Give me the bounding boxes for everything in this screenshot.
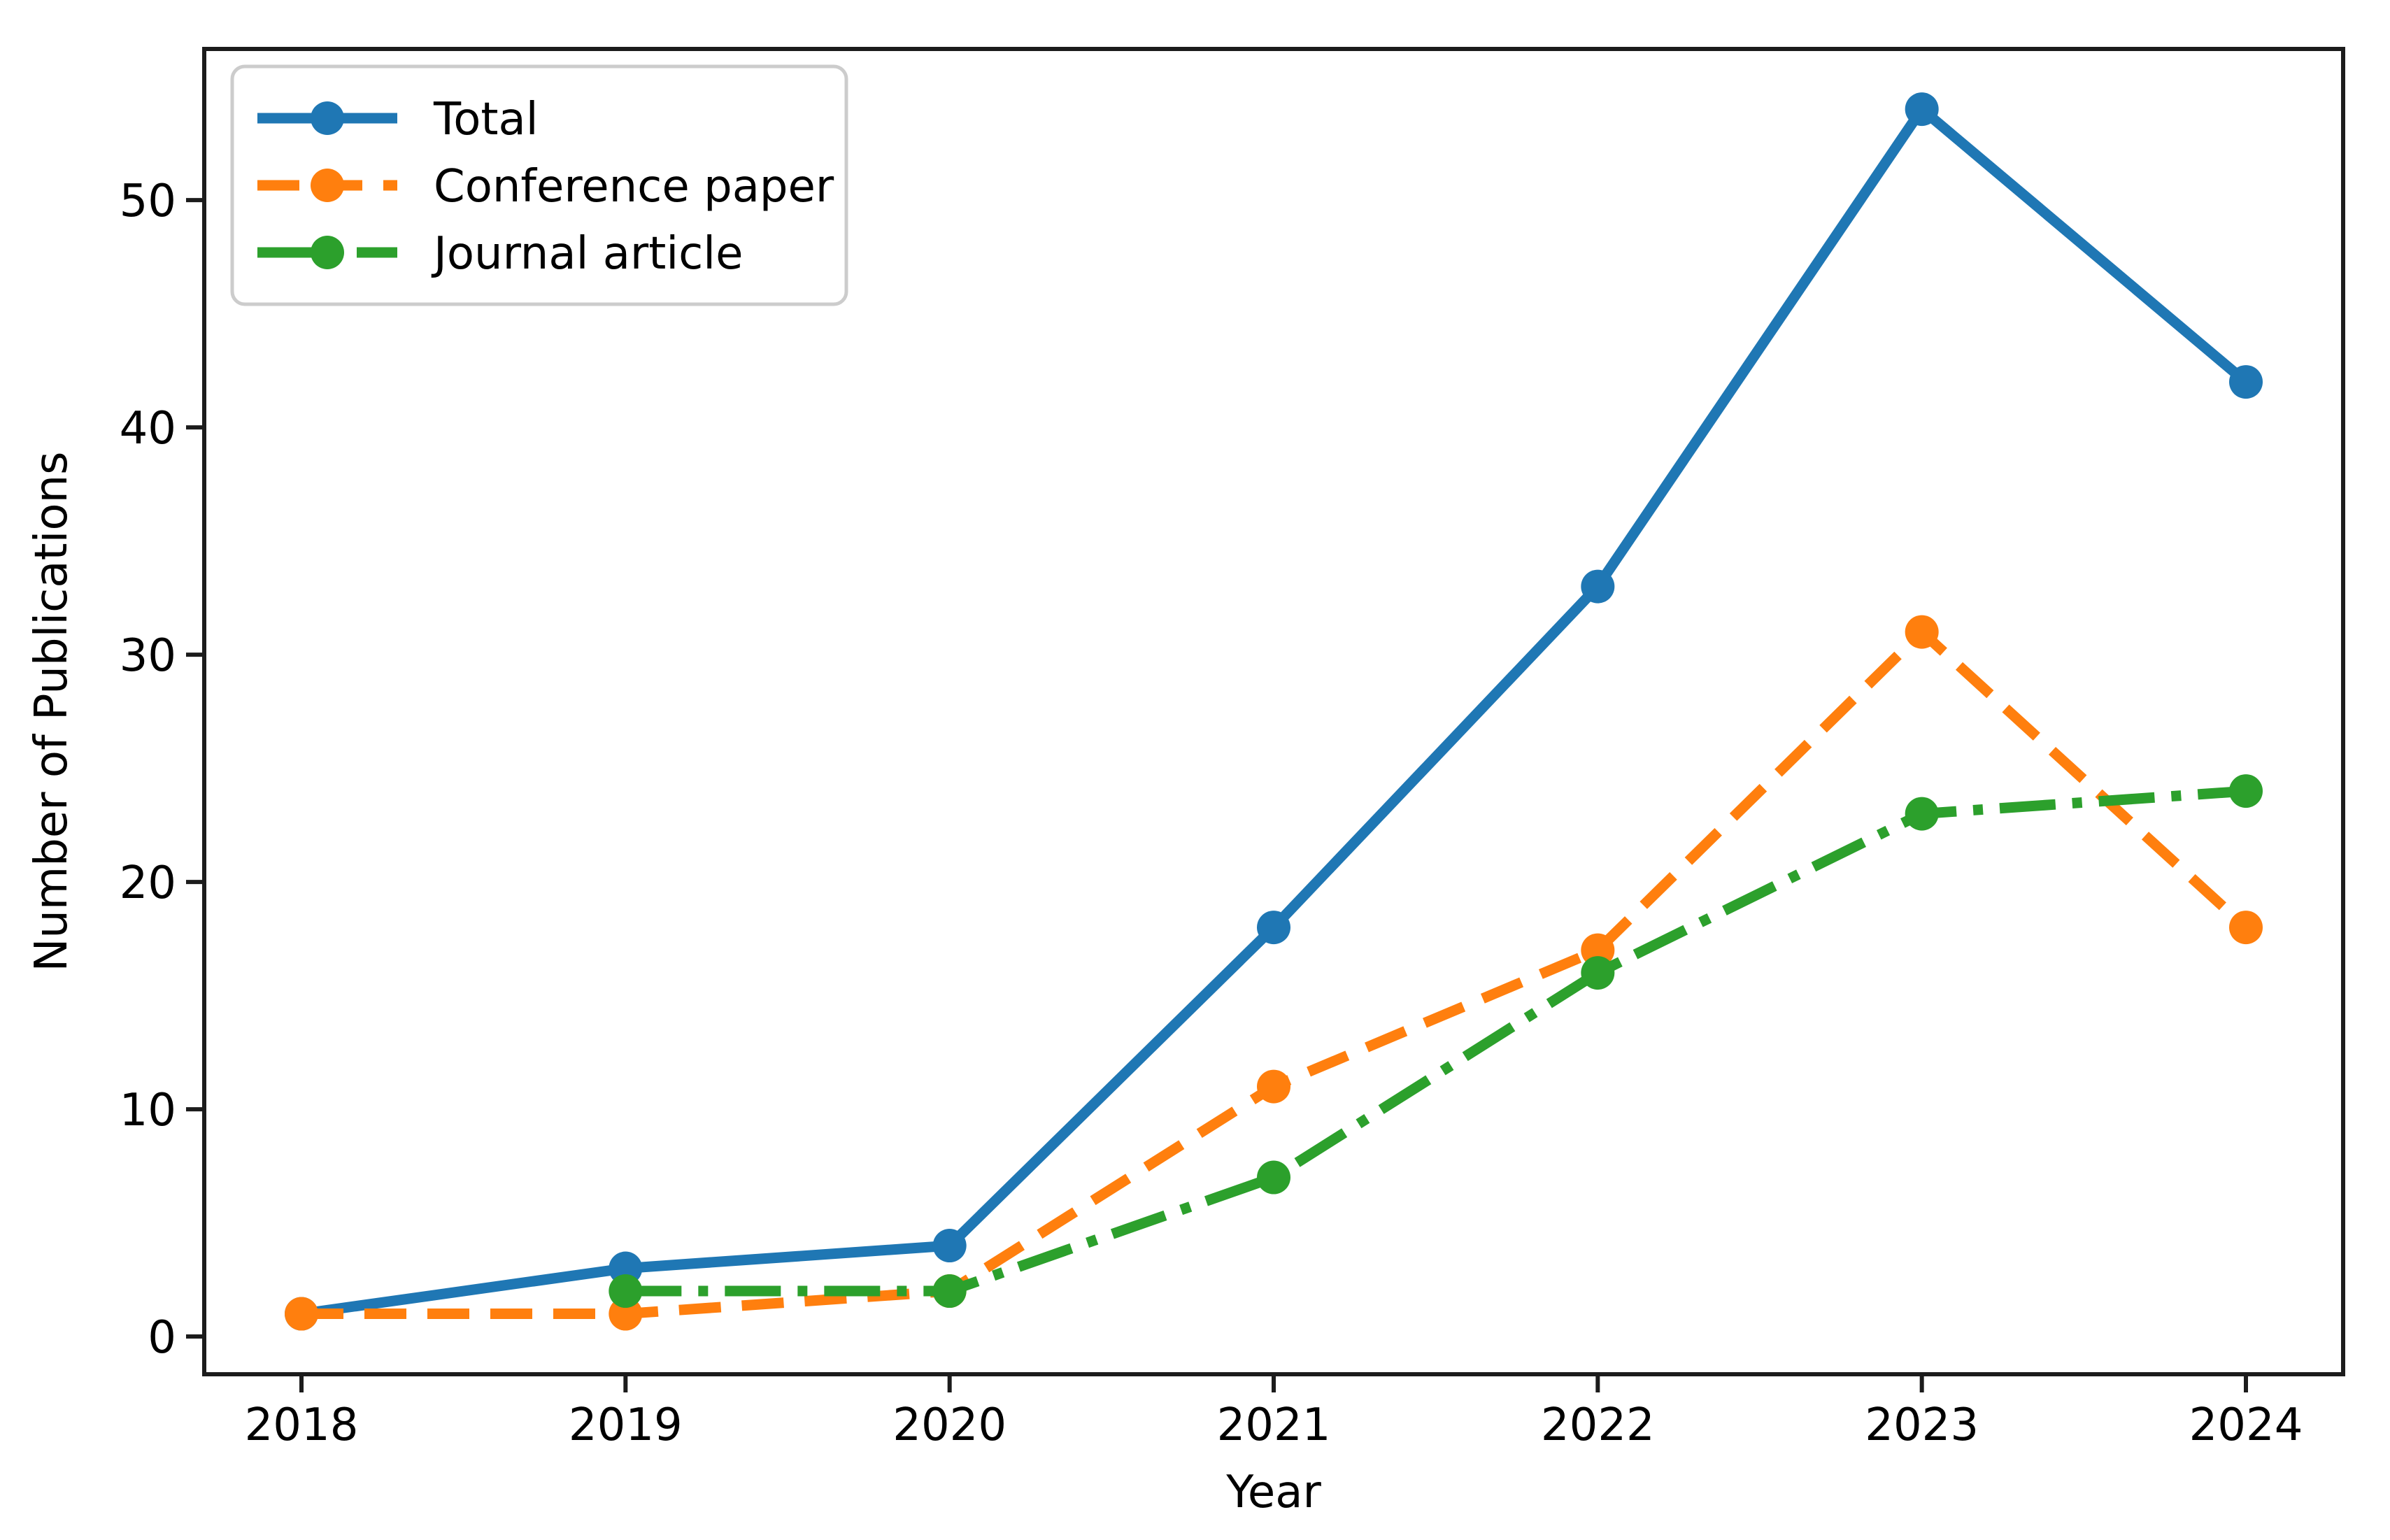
legend-item-journal-article: Journal article bbox=[257, 228, 743, 280]
legend-box bbox=[230, 64, 848, 306]
x-tick-label: 2021 bbox=[1217, 1399, 1331, 1451]
y-tick-label: 0 bbox=[148, 1312, 176, 1364]
y-tick-label: 30 bbox=[120, 630, 176, 682]
series-marker-total bbox=[1581, 569, 1615, 604]
x-tick-label: 2019 bbox=[569, 1399, 683, 1451]
series-marker-total bbox=[2229, 365, 2263, 399]
x-tick-label: 2024 bbox=[2189, 1399, 2303, 1451]
legend-item-total: Total bbox=[257, 94, 538, 145]
y-tick-label: 10 bbox=[120, 1085, 176, 1136]
y-axis-label: Number of Publications bbox=[26, 451, 78, 971]
series-marker-journal-article bbox=[1581, 956, 1615, 990]
x-axis-label: Year bbox=[1225, 1467, 1321, 1518]
legend-sample-marker-journal-article bbox=[311, 236, 344, 269]
x-tick-label: 2022 bbox=[1541, 1399, 1655, 1451]
x-tick-label: 2018 bbox=[245, 1399, 359, 1451]
series-marker-journal-article bbox=[1257, 1160, 1290, 1195]
y-tick-label: 50 bbox=[120, 176, 176, 227]
series-marker-journal-article bbox=[932, 1274, 967, 1309]
series-marker-conference-paper bbox=[2229, 911, 2263, 945]
series-marker-conference-paper bbox=[1905, 615, 1939, 649]
series-marker-journal-article bbox=[609, 1274, 643, 1309]
series-marker-journal-article bbox=[1905, 797, 1939, 831]
legend: Total Conference paper Journal article bbox=[230, 64, 848, 306]
x-tick-label: 2020 bbox=[892, 1399, 1006, 1451]
y-tick-label: 40 bbox=[120, 403, 176, 455]
legend-label-total: Total bbox=[433, 94, 538, 145]
legend-item-conference-paper: Conference paper bbox=[257, 161, 834, 213]
y-tick-label: 20 bbox=[120, 857, 176, 909]
legend-label-conference-paper: Conference paper bbox=[434, 161, 834, 213]
plot-frame bbox=[202, 47, 2345, 1376]
series-line-journal-article bbox=[625, 785, 2247, 1297]
legend-label-journal-article: Journal article bbox=[431, 228, 743, 280]
x-tick-label: 2023 bbox=[1865, 1399, 1979, 1451]
series-marker-total bbox=[1905, 92, 1939, 127]
series-marker-total bbox=[932, 1229, 967, 1263]
series-marker-total bbox=[1257, 911, 1290, 945]
series-marker-conference-paper bbox=[1257, 1069, 1290, 1104]
legend-sample-marker-total bbox=[311, 101, 344, 135]
series-marker-journal-article bbox=[2229, 774, 2263, 808]
series-marker-conference-paper bbox=[285, 1297, 318, 1331]
legend-sample-marker-conference-paper bbox=[311, 169, 344, 202]
